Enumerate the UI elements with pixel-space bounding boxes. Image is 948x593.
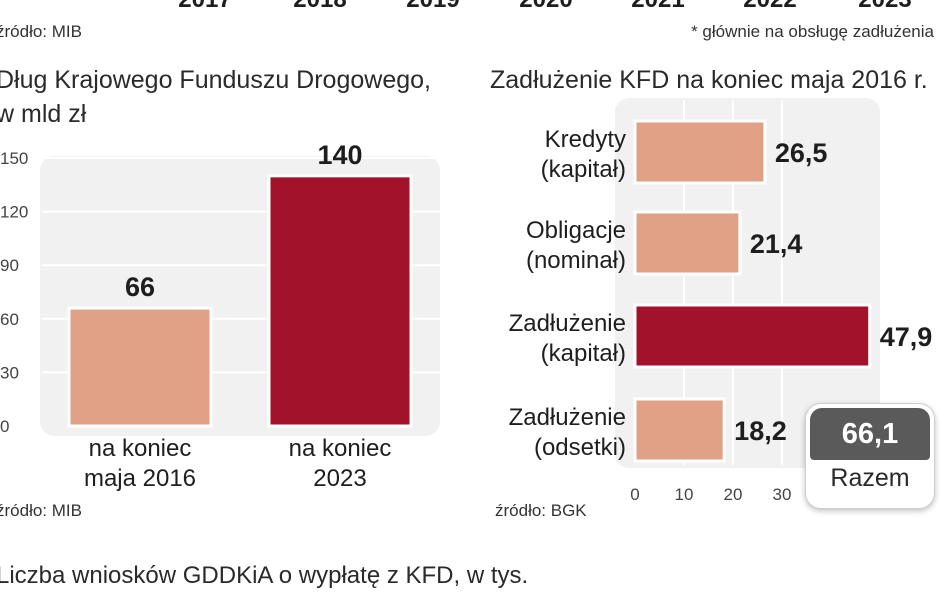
year-label: 2020 [519, 0, 572, 14]
bar [633, 397, 726, 463]
y-category-label: Obligacje [526, 217, 626, 244]
bar-value-label: 47,9 [880, 322, 933, 352]
x-category-label: 2023 [313, 465, 366, 492]
x-tick-label: 30 [773, 485, 792, 504]
y-tick-label: 30 [0, 363, 19, 382]
y-category-label: (kapitał) [541, 156, 626, 183]
y-tick-label: 90 [0, 256, 19, 275]
x-tick-label: 0 [630, 485, 639, 504]
right-bar-chart: 0 10 20 30 26,5 Kredyty (kapitał) 21,4 Obligacje… [509, 100, 933, 504]
y-category-label: (kapitał) [541, 340, 626, 367]
y-tick-label: 150 [0, 149, 28, 168]
bar-value-label: 26,5 [775, 138, 828, 168]
bar [267, 174, 413, 428]
left-chart-title: Dług Krajowego Funduszu Drogowego, [0, 66, 431, 94]
y-tick-label: 60 [0, 310, 19, 329]
left-source: źródło: MIB [0, 501, 82, 520]
y-category-label: Kredyty [545, 126, 626, 153]
total-box: 66,1 Razem [805, 403, 935, 509]
bar-value-label: 66 [125, 272, 155, 302]
bar [67, 306, 213, 428]
bar-value-label: 21,4 [750, 229, 803, 259]
x-category-label: na koniec [89, 435, 192, 462]
year-axis-strip: 2017 2018 2019 2020 2021 2022 2023 [0, 0, 948, 14]
x-category-label: maja 2016 [84, 465, 196, 492]
right-source: źródło: BGK [495, 501, 587, 520]
y-category-label: Zadłużenie [509, 310, 626, 337]
total-label: Razem [830, 464, 910, 492]
year-label: 2019 [406, 0, 459, 14]
year-label: 2023 [858, 0, 911, 14]
right-chart-title: Zadłużenie KFD na koniec maja 2016 r. [490, 66, 928, 94]
x-tick-label: 20 [724, 485, 743, 504]
bar-value-label: 18,2 [734, 416, 787, 446]
left-chart-subtitle: w mld zł [0, 100, 87, 128]
year-label: 2021 [631, 0, 684, 14]
year-label: 2017 [178, 0, 231, 14]
y-category-label: (nominał) [526, 247, 626, 274]
top-footnote: * głównie na obsługę zadłużenia [691, 22, 934, 41]
total-value: 66,1 [810, 408, 930, 460]
y-category-label: (odsetki) [534, 434, 626, 461]
bar [633, 303, 872, 369]
y-tick-label: 0 [0, 417, 9, 436]
left-bar-chart: 0 30 60 90 120 150 66 na koniec maja 2016 140 na k… [0, 140, 440, 492]
x-category-label: na koniec [289, 435, 392, 462]
x-tick-label: 10 [675, 485, 694, 504]
y-category-label: Zadłużenie [509, 404, 626, 431]
y-tick-label: 120 [0, 203, 28, 222]
year-label: 2018 [293, 0, 346, 14]
bar [633, 119, 767, 185]
bar [633, 210, 742, 276]
year-label: 2022 [743, 0, 796, 14]
bottom-caption: Liczba wniosków GDDKiA o wypłatę z KFD, … [0, 562, 529, 589]
bar-value-label: 140 [317, 140, 362, 170]
top-source: źródło: MIB [0, 22, 82, 41]
